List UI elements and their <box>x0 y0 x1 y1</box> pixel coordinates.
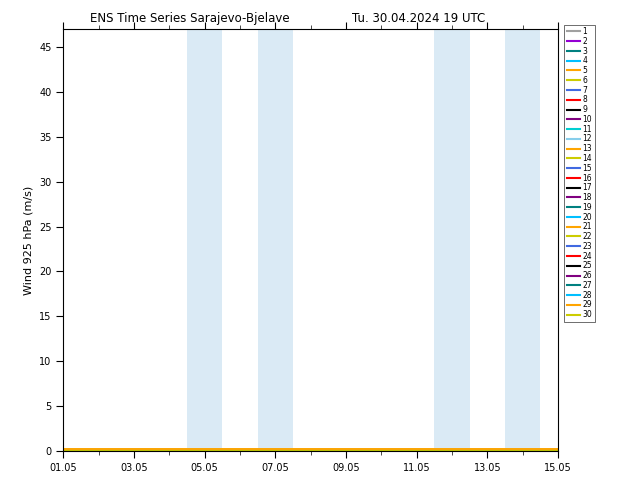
Text: Tu. 30.04.2024 19 UTC: Tu. 30.04.2024 19 UTC <box>352 12 485 25</box>
Text: ENS Time Series Sarajevo-Bjelave: ENS Time Series Sarajevo-Bjelave <box>91 12 290 25</box>
Y-axis label: Wind 925 hPa (m/s): Wind 925 hPa (m/s) <box>23 186 34 294</box>
Bar <box>257 29 293 451</box>
Bar <box>187 29 223 451</box>
Bar <box>434 29 470 451</box>
Legend: 1, 2, 3, 4, 5, 6, 7, 8, 9, 10, 11, 12, 13, 14, 15, 16, 17, 18, 19, 20, 21, 22, 2: 1, 2, 3, 4, 5, 6, 7, 8, 9, 10, 11, 12, 1… <box>564 25 595 321</box>
Bar <box>505 29 540 451</box>
